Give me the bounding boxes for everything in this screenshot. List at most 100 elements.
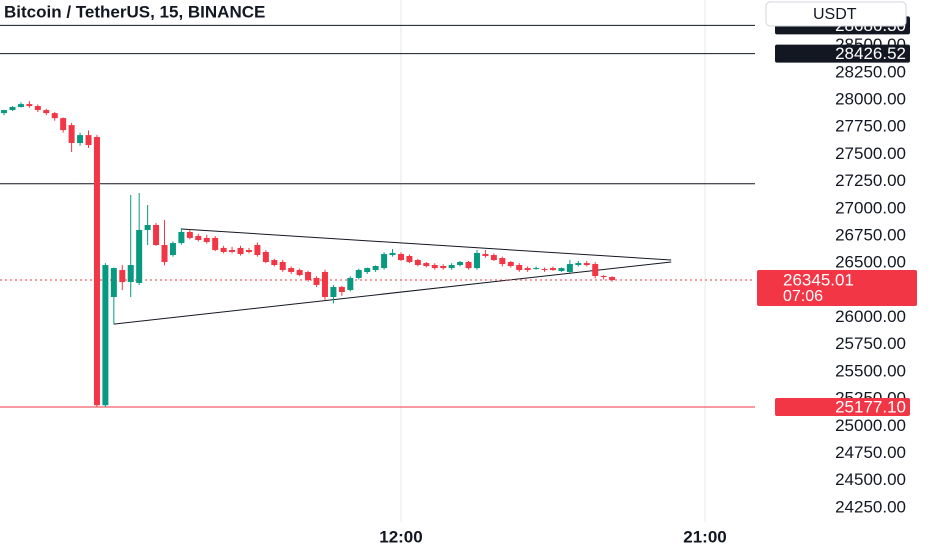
y-tick-label: 25500.00 (835, 361, 906, 380)
candle-body (93, 137, 100, 406)
y-tick-label: 25750.00 (835, 334, 906, 353)
candle-body (195, 235, 202, 241)
y-tick-label: 28250.00 (835, 62, 906, 81)
price-axis: 24250.0024500.0024750.0025000.0025250.00… (757, 16, 917, 516)
candle-body (490, 255, 497, 261)
candle-body (372, 266, 379, 271)
candle-body (566, 264, 573, 272)
candle-body (465, 261, 472, 269)
candle-body (127, 265, 134, 282)
y-tick-label: 26750.00 (835, 225, 906, 244)
candle-body (524, 268, 531, 271)
candle-body (448, 265, 455, 269)
y-tick-label: 26500.00 (835, 253, 906, 272)
candle-body (229, 250, 236, 252)
candle-body (381, 254, 388, 269)
candle-body (592, 264, 599, 277)
candle-body (119, 270, 126, 282)
candle-body (406, 255, 413, 262)
candle-body (1, 110, 8, 114)
y-tick-label: 24500.00 (835, 470, 906, 489)
candle-body (203, 237, 210, 242)
last-price-label: 26345.01 (783, 271, 854, 290)
y-tick-label: 27250.00 (835, 171, 906, 190)
candle-body (313, 277, 320, 285)
candle-body (583, 263, 590, 266)
x-tick-label: 21:00 (683, 527, 726, 546)
price-label-box (775, 44, 910, 63)
candle-body (85, 135, 92, 146)
candle-body (347, 277, 354, 291)
candle-body (549, 268, 556, 271)
y-tick-label: 26000.00 (835, 307, 906, 326)
candle-body (245, 250, 252, 252)
candle-body (507, 261, 514, 267)
candle-body (102, 265, 109, 406)
candle-body (77, 135, 84, 144)
candle-body (516, 265, 523, 271)
last-price-box (757, 270, 917, 307)
y-tick-label: 27000.00 (835, 198, 906, 217)
price-label-box (775, 398, 910, 417)
candle-body (136, 230, 143, 283)
candle-body (144, 225, 151, 231)
candle-body (43, 110, 50, 114)
candle-body (431, 265, 438, 269)
candle-body (34, 106, 41, 111)
candle-body (423, 263, 430, 267)
y-tick-label: 24750.00 (835, 443, 906, 462)
candle-body (220, 247, 227, 252)
candle-body (237, 247, 244, 255)
candle-body (321, 271, 328, 297)
y-tick-label: 28000.00 (835, 90, 906, 109)
candle-body (254, 245, 261, 256)
y-tick-label: 27500.00 (835, 144, 906, 163)
candle-body (279, 261, 286, 271)
candle-body (51, 113, 58, 119)
candle-body (338, 286, 345, 292)
candle-body (212, 237, 219, 251)
candle-body (541, 269, 548, 271)
candle-body (499, 258, 506, 265)
candle-body (575, 263, 582, 266)
price-label: 25177.10 (835, 398, 906, 417)
currency-button-box[interactable] (765, 1, 907, 27)
candle-body (178, 231, 185, 244)
candle-body (558, 268, 565, 272)
candle-body (161, 245, 168, 262)
candle-body (262, 251, 269, 262)
candle-body (153, 225, 160, 246)
candle-body (169, 243, 176, 256)
candle-body (288, 268, 295, 272)
candle-body (389, 252, 396, 256)
candle-body (110, 268, 117, 297)
candle-body (330, 286, 337, 297)
countdown-label: 07:06 (783, 288, 823, 305)
chart-title: Bitcoin / TetherUS, 15, BINANCE (4, 2, 265, 21)
trendline (181, 228, 672, 261)
candle-body (60, 118, 67, 131)
candle-body (68, 125, 75, 144)
candle-body (440, 266, 447, 269)
candle-body (186, 231, 193, 238)
price-label: 28426.52 (835, 44, 906, 63)
candle-body (457, 261, 464, 266)
candle-body (305, 271, 312, 281)
currency-label[interactable]: USDT (813, 6, 857, 23)
candle-body (397, 254, 404, 261)
trendline (113, 261, 672, 325)
currency-button[interactable]: USDT (765, 1, 907, 27)
candle-body (296, 270, 303, 276)
candle-body (533, 268, 540, 270)
candle-body (9, 107, 16, 111)
x-tick-label: 12:00 (379, 527, 422, 546)
candle-body (473, 252, 480, 269)
candle-body (482, 254, 489, 256)
plot-area (0, 0, 755, 522)
candle-body (414, 260, 421, 266)
y-tick-label: 24250.00 (835, 497, 906, 516)
candle-body (609, 276, 616, 281)
y-tick-label: 27750.00 (835, 117, 906, 136)
y-tick-label: 25000.00 (835, 416, 906, 435)
